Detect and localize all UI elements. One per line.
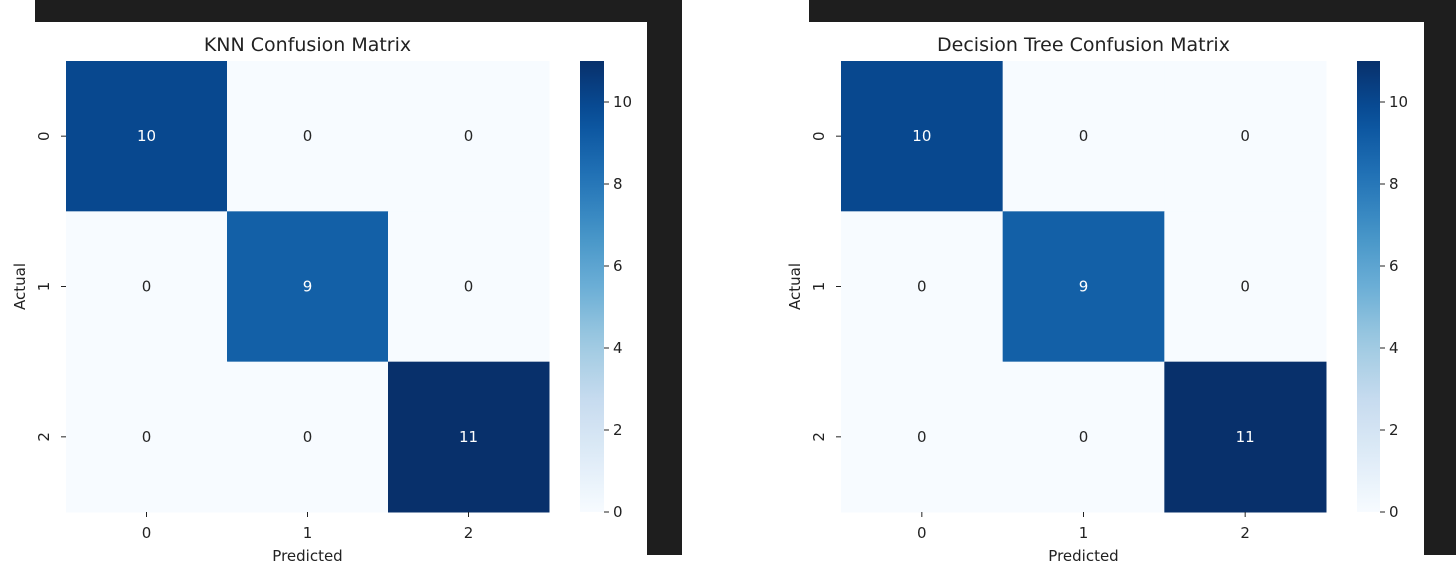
- colorbar-tick-label: 6: [1389, 257, 1399, 275]
- chart-title: KNN Confusion Matrix: [204, 34, 411, 56]
- y-tick-label: 1: [810, 282, 828, 292]
- heatmap-cell: [841, 361, 1004, 513]
- colorbar-tick-label: 0: [613, 503, 623, 521]
- y-tick-label: 2: [35, 432, 53, 442]
- y-tick-label: 2: [810, 432, 828, 442]
- y-tick-label: 0: [810, 131, 828, 141]
- x-tick-label: 0: [917, 524, 927, 542]
- dark-frame-side: [1424, 22, 1456, 555]
- heatmap-cell: [1002, 361, 1165, 513]
- heatmap-cell: [66, 61, 228, 212]
- heatmap-cell: [388, 361, 550, 513]
- colorbar: [580, 61, 604, 512]
- cell-annotation: 0: [303, 127, 313, 145]
- cell-annotation: 0: [1079, 428, 1089, 446]
- y-axis-label: Actual: [786, 263, 804, 310]
- y-tick-label: 1: [35, 282, 53, 292]
- dark-frame-side: [647, 22, 682, 555]
- heatmap-cell: [227, 61, 389, 212]
- x-axis-label: Predicted: [1048, 547, 1118, 565]
- cell-annotation: 11: [1236, 428, 1255, 446]
- cell-annotation: 0: [464, 278, 474, 296]
- x-tick-label: 2: [1240, 524, 1250, 542]
- cell-annotation: 9: [1079, 278, 1089, 296]
- x-axis-label: Predicted: [272, 547, 342, 565]
- cell-annotation: 10: [137, 127, 156, 145]
- cell-annotation: 10: [912, 127, 931, 145]
- colorbar-tick-label: 0: [1389, 503, 1399, 521]
- heatmap-cell: [227, 361, 389, 513]
- heatmap-cell: [388, 61, 550, 212]
- colorbar-tick-label: 4: [1389, 339, 1399, 357]
- x-tick-label: 0: [142, 524, 152, 542]
- cell-annotation: 0: [917, 278, 927, 296]
- colorbar-tick-label: 2: [613, 421, 623, 439]
- chart-title: Decision Tree Confusion Matrix: [937, 34, 1230, 56]
- dark-frame-top: [35, 0, 682, 22]
- cell-annotation: 9: [303, 278, 313, 296]
- cell-annotation: 0: [1240, 127, 1250, 145]
- decision-tree-confusion-matrix-panel: Decision Tree Confusion Matrix 10 0 0 0 9 0 0 0 1…: [776, 0, 1456, 578]
- y-tick-label: 0: [35, 131, 53, 141]
- colorbar-tick-label: 2: [1389, 421, 1399, 439]
- heatmap-cell: [66, 211, 228, 363]
- heatmap-cell: [66, 361, 228, 513]
- colorbar-tick-label: 10: [613, 93, 632, 111]
- knn-confusion-matrix-panel: KNN Confusion Matrix 10 0 0 0 9 0 0 0 11 0 1 2 Predic…: [0, 0, 700, 578]
- cell-annotation: 0: [1079, 127, 1089, 145]
- cell-annotation: 0: [1240, 278, 1250, 296]
- cell-annotation: 0: [464, 127, 474, 145]
- cell-annotation: 0: [142, 428, 152, 446]
- colorbar-tick-label: 6: [613, 257, 623, 275]
- x-tick-label: 2: [464, 524, 474, 542]
- dark-frame-top: [809, 0, 1456, 22]
- cell-annotation: 0: [142, 278, 152, 296]
- colorbar-tick-label: 8: [1389, 175, 1399, 193]
- x-tick-label: 1: [1079, 524, 1089, 542]
- cell-annotation: 11: [459, 428, 478, 446]
- cell-annotation: 0: [917, 428, 927, 446]
- heatmap-cell: [227, 211, 389, 363]
- heatmap-cell: [841, 61, 1004, 212]
- cell-annotation: 0: [303, 428, 313, 446]
- heatmap-cell: [1164, 61, 1327, 212]
- heatmap-cell: [1164, 211, 1327, 363]
- heatmap-cell: [1164, 361, 1327, 513]
- colorbar: [1357, 61, 1380, 512]
- colorbar-tick-label: 8: [613, 175, 623, 193]
- x-tick-label: 1: [303, 524, 313, 542]
- heatmap-cell: [388, 211, 550, 363]
- colorbar-tick-label: 4: [613, 339, 623, 357]
- heatmap-cell: [1002, 61, 1165, 212]
- y-axis-label: Actual: [11, 263, 29, 310]
- heatmap-cell: [1002, 211, 1165, 363]
- colorbar-tick-label: 10: [1389, 93, 1408, 111]
- heatmap-cell: [841, 211, 1004, 363]
